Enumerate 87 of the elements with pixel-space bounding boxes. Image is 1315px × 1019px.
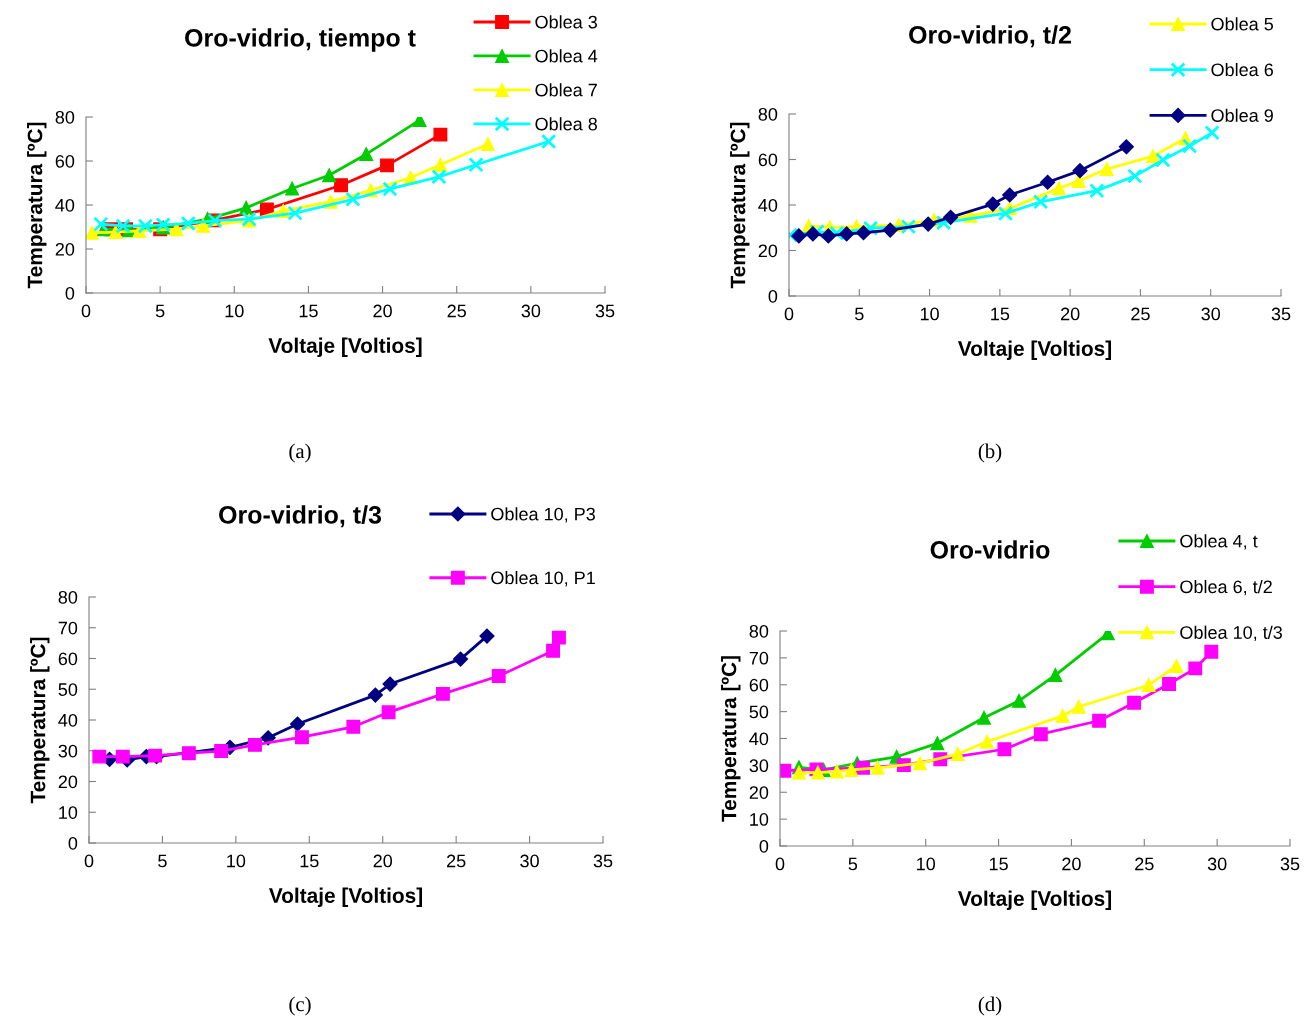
y-tick-label: 30	[749, 759, 769, 773]
x-tick-label: 30	[520, 854, 539, 868]
legend-label: Oblea 4	[535, 49, 598, 63]
y-tick-label: 80	[749, 624, 769, 638]
y-tick-label: 70	[749, 651, 769, 665]
x-tick-label: 5	[155, 304, 165, 318]
y-tick-label: 20	[749, 786, 769, 799]
x-tick-label: 10	[225, 304, 244, 318]
x-tick-label: 20	[1062, 857, 1081, 871]
y-tick-label: 40	[55, 198, 75, 212]
y-axis-title: Temperatura [ºC]	[27, 122, 47, 289]
x-tick-label: 30	[1207, 857, 1227, 871]
x-tick-label: 5	[158, 854, 167, 868]
x-tick-label: 0	[84, 854, 94, 868]
legend-label: Oblea 9	[1211, 108, 1273, 122]
legend-label: Oblea 10, P1	[491, 571, 595, 587]
y-tick-label: 0	[768, 289, 778, 303]
y-tick-label: 40	[758, 198, 778, 212]
y-tick-label: 40	[749, 732, 769, 746]
legend-label: Oblea 5	[1211, 17, 1274, 31]
chart-title: Oro-vidrio, tiempo t	[185, 28, 416, 52]
x-axis-title: Voltaje [Voltios]	[957, 340, 1112, 361]
y-tick-label: 20	[758, 244, 778, 258]
legend-label: Oblea 6	[1211, 62, 1273, 77]
x-tick-label: 35	[595, 304, 615, 318]
y-tick-label: 0	[68, 836, 78, 850]
legend-label: Oblea 8	[535, 117, 597, 131]
x-axis-title: Voltaje [Voltios]	[268, 337, 422, 358]
x-tick-label: 25	[1131, 307, 1150, 321]
text: (b)	[978, 443, 1002, 463]
x-tick-label: 0	[81, 304, 91, 318]
y-tick-label: 50	[749, 705, 769, 719]
y-tick-label: 10	[750, 813, 769, 826]
y-tick-label: 30	[58, 744, 78, 758]
y-axis-title: Temperatura [ºC]	[721, 656, 741, 822]
chart-title: Oro-vidrio, t/2	[909, 25, 1071, 48]
y-tick-label: 80	[55, 110, 75, 124]
y-tick-label: 60	[58, 652, 78, 666]
y-tick-label: 60	[749, 678, 769, 692]
y-axis-title: Temperatura [ºC]	[730, 122, 750, 289]
legend-label: Oblea 4, t	[1180, 534, 1258, 550]
text: (d)	[978, 996, 1002, 1016]
x-tick-label: 5	[854, 307, 864, 321]
x-tick-label: 5	[848, 857, 858, 871]
x-tick-label: 10	[920, 307, 939, 321]
x-tick-label: 25	[447, 854, 466, 868]
x-tick-label: 15	[991, 307, 1010, 321]
x-tick-label: 10	[227, 854, 246, 868]
x-tick-label: 15	[989, 857, 1008, 871]
x-tick-label: 25	[1135, 857, 1154, 871]
y-tick-label: 0	[759, 839, 769, 853]
x-tick-label: 20	[1061, 307, 1080, 321]
x-tick-label: 35	[1271, 307, 1291, 321]
y-axis-title: Temperatura [ºC]	[30, 637, 50, 804]
y-tick-label: 0	[65, 286, 75, 300]
legend-label: Oblea 10, t/3	[1180, 625, 1282, 642]
y-tick-label: 10	[59, 806, 78, 819]
y-tick-label: 80	[58, 590, 78, 604]
y-tick-label: 40	[58, 713, 78, 727]
y-tick-label: 20	[55, 242, 75, 256]
legend-label: Oblea 7	[535, 83, 597, 97]
text: (c)	[289, 996, 311, 1016]
x-axis-title: Voltaje [Voltios]	[268, 887, 423, 908]
text: (a)	[289, 443, 311, 463]
x-tick-label: 10	[917, 857, 936, 871]
x-axis-title: Voltaje [Voltios]	[957, 890, 1112, 911]
chart-title: Oro-vidrio	[930, 540, 1050, 559]
legend-label: Oblea 10, P3	[491, 507, 595, 523]
x-tick-label: 0	[784, 307, 794, 321]
x-tick-label: 35	[1280, 857, 1300, 871]
y-tick-label: 80	[758, 107, 778, 121]
x-tick-label: 30	[521, 304, 541, 318]
x-tick-label: 30	[1201, 307, 1221, 321]
x-tick-label: 25	[447, 304, 466, 318]
y-tick-label: 60	[758, 153, 778, 167]
x-tick-label: 20	[373, 854, 393, 868]
legend-label: Oblea 6, t/2	[1180, 579, 1272, 596]
x-tick-label: 20	[373, 304, 392, 318]
chart-title: Oro-vidrio, t/3	[219, 505, 382, 528]
x-tick-label: 35	[593, 854, 613, 868]
x-tick-label: 15	[300, 854, 319, 868]
legend-label: Oblea 3	[535, 15, 597, 29]
y-tick-label: 70	[58, 621, 78, 635]
x-tick-label: 15	[299, 304, 318, 318]
y-tick-label: 50	[58, 683, 78, 696]
y-tick-label: 60	[55, 154, 75, 168]
y-tick-label: 20	[58, 775, 78, 789]
